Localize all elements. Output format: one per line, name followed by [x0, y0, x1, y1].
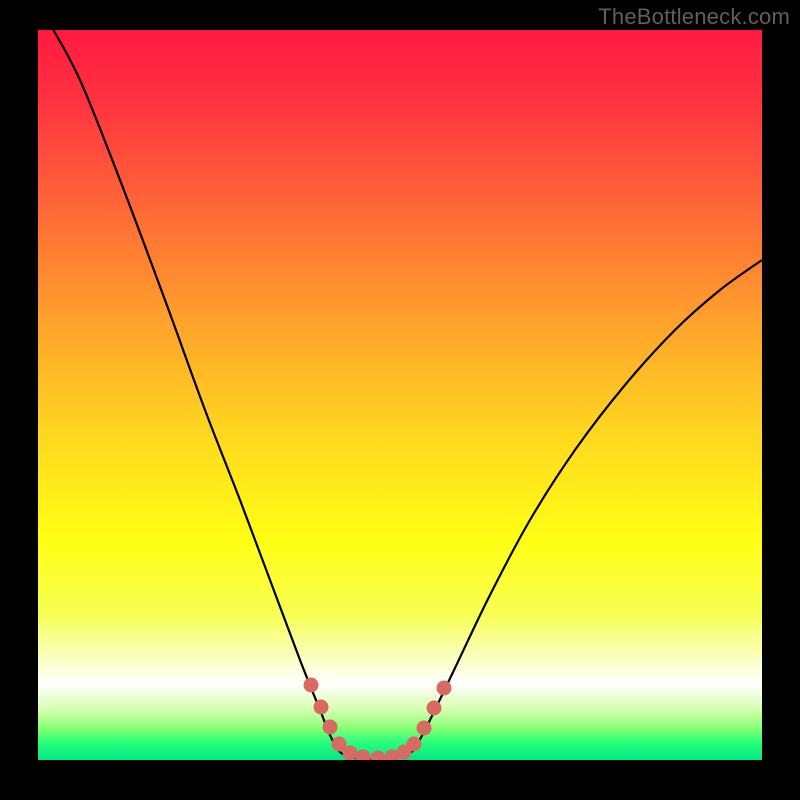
highlight-dot — [427, 701, 442, 716]
highlight-dot — [417, 721, 432, 736]
highlight-dot — [343, 746, 358, 761]
bottleneck-chart — [0, 0, 800, 800]
highlight-dot — [304, 678, 319, 693]
highlight-dot — [323, 720, 338, 735]
plot-background — [38, 30, 762, 760]
highlight-dot — [371, 751, 386, 766]
highlight-dot — [407, 737, 422, 752]
watermark-text: TheBottleneck.com — [598, 4, 790, 30]
highlight-dot — [437, 681, 452, 696]
chart-frame: TheBottleneck.com — [0, 0, 800, 800]
highlight-dot — [356, 750, 371, 765]
highlight-dot — [314, 700, 329, 715]
